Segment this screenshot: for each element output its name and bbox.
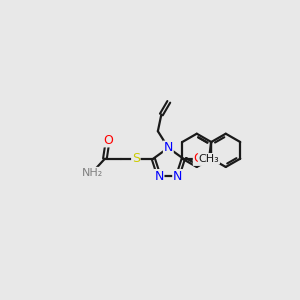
Text: NH₂: NH₂ xyxy=(82,167,103,178)
Text: N: N xyxy=(173,170,182,183)
Text: O: O xyxy=(103,134,113,147)
Text: N: N xyxy=(154,170,164,183)
Text: N: N xyxy=(164,141,173,154)
Text: CH₃: CH₃ xyxy=(199,154,219,164)
Text: O: O xyxy=(194,152,203,165)
Text: S: S xyxy=(132,152,140,165)
